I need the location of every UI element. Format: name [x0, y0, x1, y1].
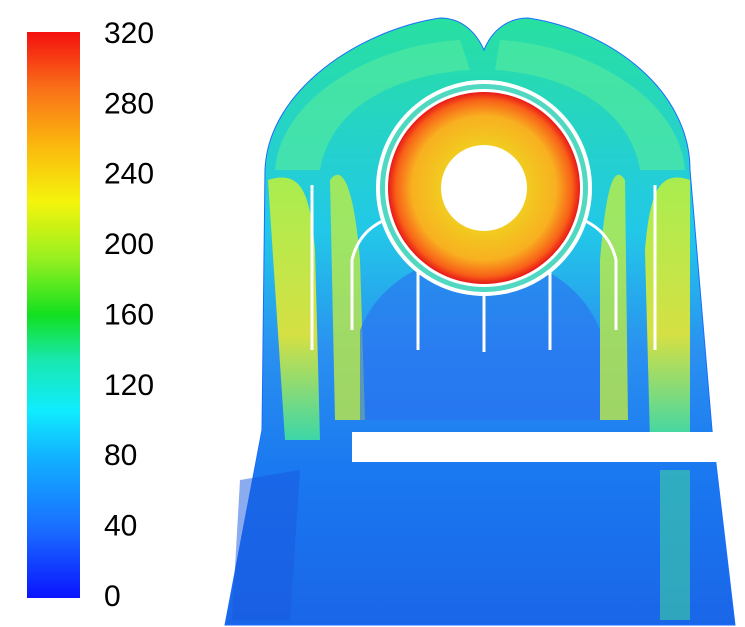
- colorbar-tick-label: 240: [104, 158, 154, 191]
- colorbar-tick-label: 120: [104, 369, 154, 402]
- colorbar-tick-label: 80: [104, 439, 137, 472]
- colorbar-tick-label: 160: [104, 298, 154, 331]
- colorbar: [27, 32, 80, 598]
- colorbar-tick-label: 0: [104, 580, 121, 613]
- colorbar-tick-label: 280: [104, 87, 154, 120]
- colorbar-tick-label: 40: [104, 510, 137, 543]
- flow-domain: [224, 17, 736, 626]
- colorbar-tick-label: 200: [104, 228, 154, 261]
- colorbar-labels: 0 40 80 120 160 200 240 280 320: [104, 17, 154, 613]
- colorbar-tick-label: 320: [104, 17, 154, 50]
